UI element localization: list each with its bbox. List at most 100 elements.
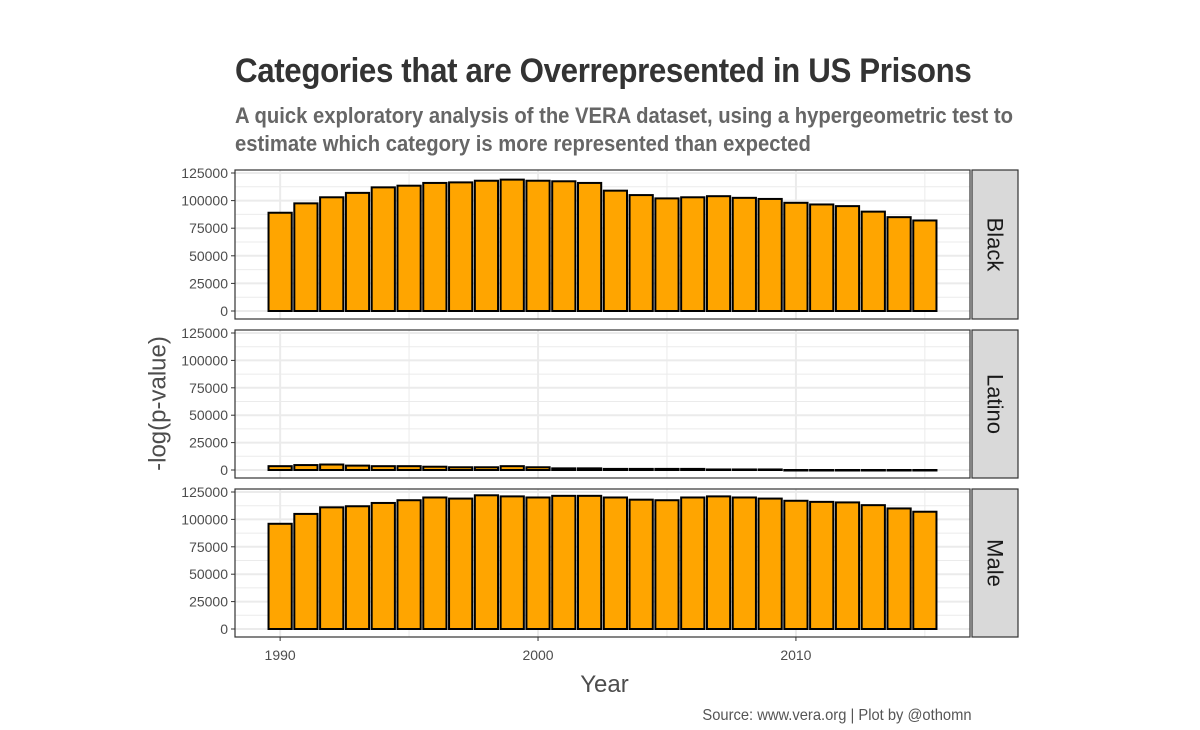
bar [293,464,319,471]
bar [809,469,835,472]
bar [628,194,654,312]
y-tick-label: 25000 [189,435,228,451]
bar [267,465,293,472]
bar [525,496,551,631]
bar [422,465,448,472]
facet-strip-label: Black [983,218,1008,273]
bar [654,467,680,471]
bar [680,467,706,471]
bar [293,202,319,312]
bar [396,465,422,472]
bar [886,469,912,472]
y-tick-label: 125000 [181,325,228,341]
facet-strip [971,488,1019,638]
y-axis-title: -log(p-value) [145,336,172,471]
bar [551,180,577,312]
facet-strip [971,329,1019,479]
x-axis-title: Year [580,671,629,698]
bar [602,189,629,312]
facet-strip [971,169,1019,320]
bar [886,507,912,630]
bar [731,496,757,631]
bar [577,181,603,312]
facet-strip-label: Latino [983,374,1008,434]
bar [577,494,603,630]
bar [499,495,525,630]
bar [473,466,500,472]
bar [834,469,861,472]
bar [551,467,577,471]
bar [267,211,293,312]
bar [577,467,603,471]
chart-title: Categories that are Overrepresented in U… [235,52,972,90]
bar [473,179,500,312]
bar [912,219,938,312]
bar [448,181,474,312]
bar [834,501,861,630]
bar [396,499,422,630]
bar [448,497,474,630]
bar [731,468,757,471]
bar [319,463,345,471]
bar [396,184,422,312]
y-tick-label: 100000 [181,352,228,368]
bar [912,510,938,630]
y-tick-label: 50000 [189,407,228,423]
bar [680,196,706,312]
bar [499,178,525,312]
y-tick-label: 0 [220,462,228,478]
y-tick-label: 25000 [189,275,228,291]
bar [628,467,654,471]
y-tick-label: 100000 [181,511,228,527]
bar [809,500,835,631]
bar [757,497,783,630]
bar [602,496,629,631]
panel-border [234,488,971,638]
y-tick-label: 125000 [181,484,228,500]
bar [602,467,629,471]
bar [525,466,551,472]
y-tick-label: 50000 [189,566,228,582]
bar [344,191,371,312]
bar [319,506,345,630]
bar [319,196,345,312]
chart-caption: Source: www.vera.org | Plot by @othomn [702,707,972,724]
bar [860,504,886,631]
bar [422,496,448,631]
bar [499,465,525,472]
facet-strip-label: Male [983,539,1008,587]
bar [783,469,809,472]
bar [680,496,706,631]
bar [654,499,680,630]
y-tick-label: 100000 [181,193,228,209]
y-tick-label: 0 [220,621,228,637]
bar [370,501,396,630]
panel-border [234,169,971,320]
y-tick-label: 75000 [189,539,228,555]
bar [886,216,912,312]
bar [267,522,293,630]
bar [705,495,732,630]
bar [370,465,396,472]
bar [654,197,680,312]
bar [705,468,732,471]
bar [860,210,886,312]
x-tick-label: 1990 [265,647,296,663]
bar [344,464,371,471]
x-tick-label: 2000 [522,647,553,663]
y-tick-label: 75000 [189,220,228,236]
y-tick-label: 0 [220,303,228,319]
bar [834,205,861,312]
x-tick-label: 2010 [780,647,811,663]
bar [912,469,938,472]
panel-border [234,329,971,479]
bar [551,494,577,630]
bar [757,197,783,312]
bar [370,186,396,313]
bar [473,494,500,630]
y-tick-label: 25000 [189,594,228,610]
chart-subtitle: A quick exploratory analysis of the VERA… [235,103,1013,156]
bar [422,181,448,312]
bar [525,179,551,312]
